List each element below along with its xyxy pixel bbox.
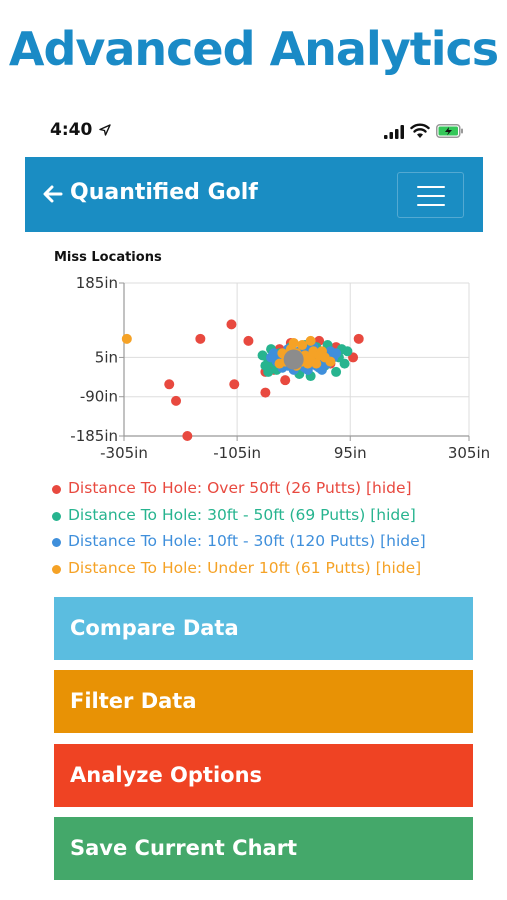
scatter-point (316, 346, 327, 357)
x-tick-label: -305in (100, 444, 148, 462)
legend-label: Distance To Hole: 30ft - 50ft (69 Putts)… (68, 505, 416, 524)
status-bar: 4:40 (50, 120, 470, 142)
y-tick-label: -185in (70, 427, 118, 445)
legend-dot (52, 511, 61, 521)
app-title: Quantified Golf (70, 180, 258, 205)
chart-title: Miss Locations (54, 250, 162, 265)
back-arrow-icon[interactable] (43, 184, 63, 204)
scatter-point (257, 350, 268, 361)
mean-marker (283, 349, 304, 370)
analyze-options-button[interactable]: Analyze Options (54, 744, 473, 807)
legend-item-10-30ft[interactable]: Distance To Hole: 10ft - 30ft (120 Putts… (52, 532, 492, 559)
legend-item-30-50ft[interactable]: Distance To Hole: 30ft - 50ft (69 Putts)… (52, 506, 492, 533)
scatter-point (280, 375, 291, 386)
legend-label: Distance To Hole: Under 10ft (61 Putts) … (68, 559, 422, 578)
scatter-point (182, 431, 193, 441)
scatter-point (229, 379, 240, 390)
scatter-point (331, 348, 342, 359)
chart-legend: Distance To Hole: Over 50ft (26 Putts) [… (52, 479, 492, 586)
x-tick-label: 305in (448, 444, 490, 462)
app-header: Quantified Golf (25, 157, 483, 232)
status-indicators (380, 122, 470, 140)
status-time: 4:40 (50, 120, 93, 140)
scatter-point (226, 319, 237, 330)
signal-icon (384, 125, 404, 139)
scatter-plot: 185in 5in -90in -185in-305in -105in 95in 305in (70, 274, 490, 462)
legend-dot (52, 565, 61, 575)
y-tick-label: 5in (95, 348, 118, 366)
legend-label: Distance To Hole: 10ft - 30ft (120 Putts… (68, 532, 426, 551)
x-tick-label: 95in (334, 444, 367, 462)
legend-item-under-10ft[interactable]: Distance To Hole: Under 10ft (61 Putts) … (52, 559, 492, 586)
hamburger-menu-icon[interactable] (397, 172, 464, 218)
y-tick-label: -90in (80, 388, 118, 406)
legend-label: Distance To Hole: Over 50ft (26 Putts) [… (68, 479, 412, 497)
scatter-point (342, 346, 353, 357)
scatter-point (260, 387, 271, 398)
scatter-point (288, 337, 299, 348)
scatter-point (164, 379, 175, 390)
x-tick-label: -105in (213, 444, 261, 462)
scatter-point (263, 366, 274, 377)
scatter-point (195, 333, 206, 344)
compare-data-button[interactable]: Compare Data (54, 597, 473, 660)
wifi-icon (410, 123, 430, 138)
promo-title: Advanced Analytics (8, 22, 499, 76)
scatter-point (266, 352, 277, 363)
miss-locations-chart: 185in 5in -90in -185in -305in -105in 95in 305in… (0, 240, 507, 470)
scatter-point (353, 333, 364, 344)
scatter-point (297, 340, 308, 351)
scatter-point (331, 366, 342, 377)
scatter-point (325, 356, 336, 367)
scatter-point (305, 335, 316, 346)
filter-data-button[interactable]: Filter Data (54, 670, 473, 733)
legend-dot (52, 485, 61, 494)
scatter-point (274, 358, 285, 369)
scatter-point (311, 358, 322, 369)
scatter-point (171, 395, 182, 406)
scatter-point (243, 335, 254, 346)
battery-icon (436, 124, 463, 138)
y-tick-label: 185in (76, 274, 118, 292)
legend-item-over-50ft[interactable]: Distance To Hole: Over 50ft (26 Putts) [… (52, 479, 492, 506)
scatter-point (121, 333, 132, 344)
location-arrow-icon (99, 124, 111, 136)
legend-dot (52, 538, 61, 548)
save-current-chart-button[interactable]: Save Current Chart (54, 817, 473, 880)
